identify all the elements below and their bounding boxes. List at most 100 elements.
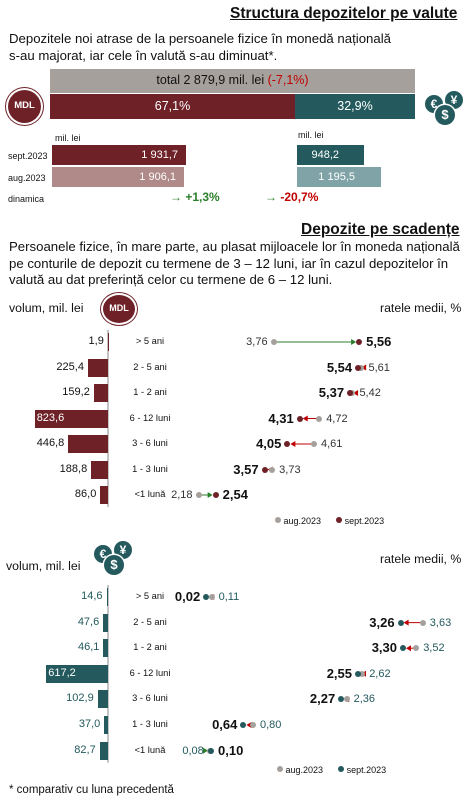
chart2-dot-sep xyxy=(240,722,247,728)
chart1-rate-aug-label: 4,61 xyxy=(320,438,343,450)
chart2-dot-sep xyxy=(338,696,345,703)
chart1-rate-sep-label: 5,37 xyxy=(318,385,345,400)
chart2-rate-sep-label: 2,55 xyxy=(326,665,352,681)
chart1-rate-aug-label: 5,42 xyxy=(359,387,381,399)
section-title-maturity: Depozite pe scadențe xyxy=(301,221,460,238)
chart2-rate-sep-label: 3,26 xyxy=(369,614,395,630)
footnote: * comparativ cu luna precedentă xyxy=(9,784,174,796)
intro-line-2: s-au majorat, iar cele în valută s-au di… xyxy=(9,47,278,63)
chart1-dot-sep xyxy=(212,492,219,498)
chart2-arrow-head xyxy=(403,619,409,626)
fx-bar-sep xyxy=(297,145,364,165)
maturity-text: Persoanele fizice, în mare parte, au pla… xyxy=(9,239,460,289)
chart1-rate-sep-label: 4,31 xyxy=(268,410,294,426)
dynamics-fx: → -20,7% xyxy=(265,190,318,204)
chart2-volume-bar xyxy=(46,664,108,683)
chart2-category-label: 1 - 2 ani xyxy=(133,642,167,653)
chart2-category-label: <1 lună xyxy=(134,744,166,755)
chart1-category-label: 2 - 5 ani xyxy=(133,361,167,372)
chart2-volume-label: 37,0 xyxy=(78,718,101,730)
chart2-ylabel-left: volum, mil. lei xyxy=(6,559,81,573)
chart1-category-label: <1 lună xyxy=(134,489,166,499)
mdl-badge-icon xyxy=(8,90,41,123)
chart2-rate-sep-label: 0,64 xyxy=(212,717,238,732)
chart2-dot-aug xyxy=(419,619,426,626)
chart2-volume-bar xyxy=(97,690,108,709)
dynamics-label: dinamica xyxy=(8,194,45,204)
chart1-rate-aug-label: 2,18 xyxy=(171,489,193,501)
chart2-volume-bar xyxy=(99,741,108,760)
chart1-legend-sep: sept.2023 xyxy=(344,516,385,526)
chart1-legend: aug.2023 sept.2023 xyxy=(275,516,384,526)
chart2-rate-sep-label: 0,10 xyxy=(218,742,244,758)
chart1-dot-sep xyxy=(355,364,362,371)
chart1-dot-sep xyxy=(296,415,303,422)
mdl-bar-aug xyxy=(52,167,184,187)
chart2-volume-label: 102,9 xyxy=(66,692,94,705)
chart1-arrow-head xyxy=(351,339,357,345)
chart1-rate-aug-label: 3,76 xyxy=(246,336,268,348)
chart1-arrow-head xyxy=(302,415,308,422)
row-label-sep: sept.2023 xyxy=(8,151,48,161)
mdl-value-aug: 1 906,1 xyxy=(139,171,176,183)
chart2-volume-bar xyxy=(103,613,108,632)
chart2-category-label: > 5 ani xyxy=(135,591,165,601)
legend-dot-aug xyxy=(275,517,281,523)
maturity-line-2: pe conturile de depozit cu termene de 3 … xyxy=(9,255,449,271)
chart1-volume-bar xyxy=(34,409,108,428)
chart1-rate-sep-label: 4,05 xyxy=(256,436,282,451)
chart2-rate-sep-label: 0,02 xyxy=(174,589,201,604)
chart2-volume-bar xyxy=(106,588,108,606)
chart1-rate-aug-label: 4,72 xyxy=(326,412,348,425)
chart1-volume-bar xyxy=(91,460,108,479)
chart2-category-label: 6 - 12 luni xyxy=(129,667,171,678)
dynamics-fx-value: -20,7% xyxy=(280,190,319,204)
chart1-category-label: > 5 ani xyxy=(135,336,165,346)
chart2-rate-aug-label: 3,63 xyxy=(429,616,452,629)
chart2-volume-bar xyxy=(104,716,108,734)
chart1-volume-label: 188,8 xyxy=(59,462,88,475)
arrow-right-icon: → xyxy=(170,190,182,204)
total-text: total 2 879,9 mil. lei xyxy=(156,73,265,87)
chart2-rate-aug-label: 2,36 xyxy=(353,693,376,706)
chart1-category-label: 1 - 2 ani xyxy=(133,387,167,397)
chart1-volume-label: 823,6 xyxy=(36,411,65,424)
chart1-legend-aug: aug.2023 xyxy=(283,516,322,526)
chart1-volume-bar xyxy=(93,384,108,402)
chart2-volume-label: 14,6 xyxy=(81,590,103,602)
chart2-dot-aug xyxy=(208,594,215,600)
chart2-foreign-currency-icon: € ¥ $ xyxy=(92,541,136,577)
chart2-volume-label: 82,7 xyxy=(74,743,96,756)
chart1-volume-label: 1,9 xyxy=(88,335,104,347)
chart1-dot-sep xyxy=(356,339,363,345)
chart2-dot-aug xyxy=(359,670,366,677)
chart2-rate-sep-label: 3,30 xyxy=(371,640,397,656)
chart1-dot-aug xyxy=(270,339,277,345)
chart1-dot-aug xyxy=(310,441,317,447)
chart2-legend-sep: sept.2023 xyxy=(346,765,387,775)
chart2-rate-aug-label: 0,80 xyxy=(260,719,282,731)
chart1-volume-bar xyxy=(100,486,108,504)
legend-dot-sep xyxy=(336,517,343,523)
total-bar xyxy=(50,69,415,93)
chart1-ylabel-left: volum, mil. lei xyxy=(9,301,84,315)
chart2-dot-sep xyxy=(208,747,214,754)
chart1-rate-sep-label: 5,54 xyxy=(326,359,353,375)
chart1-dot-sep xyxy=(261,466,268,473)
unit-left: mil. lei xyxy=(55,133,81,143)
chart1-mdl-badge-label: MDL xyxy=(109,303,129,313)
fx-bar-aug xyxy=(297,167,381,187)
chart1-rate-sep-label: 5,56 xyxy=(366,334,392,349)
chart2-category-label: 2 - 5 ani xyxy=(133,616,167,627)
chart1-rate-sep-label: 3,57 xyxy=(233,461,259,477)
chart2-arrow-head xyxy=(203,747,208,754)
intro-text: Depozitele noi atrase de la persoanele f… xyxy=(9,31,391,64)
dynamics-mdl-value: +1,3% xyxy=(185,190,220,204)
total-label: total 2 879,9 mil. lei (-7,1%) xyxy=(50,73,415,87)
legend-dot-aug-2 xyxy=(277,766,283,772)
chart2-dot-sep xyxy=(400,645,406,652)
chart1-dot-aug xyxy=(358,364,365,371)
